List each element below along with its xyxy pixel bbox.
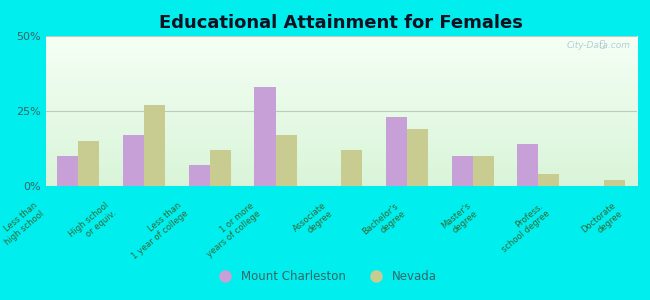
Text: ⓘ: ⓘ: [599, 40, 605, 50]
Bar: [517, 144, 538, 186]
Bar: [57, 156, 79, 186]
Bar: [386, 117, 407, 186]
Text: Less than
1 year of college: Less than 1 year of college: [124, 201, 190, 261]
Bar: [341, 150, 362, 186]
Bar: [210, 150, 231, 186]
Bar: [144, 105, 165, 186]
Bar: [407, 129, 428, 186]
Title: Educational Attainment for Females: Educational Attainment for Females: [159, 14, 523, 32]
Bar: [188, 165, 210, 186]
Text: Bachelor's
degree: Bachelor's degree: [361, 201, 407, 244]
Text: Master's
degree: Master's degree: [440, 201, 480, 238]
Text: City-Data.com: City-Data.com: [567, 40, 631, 50]
Bar: [538, 174, 560, 186]
Bar: [123, 135, 144, 186]
Legend: Mount Charleston, Nevada: Mount Charleston, Nevada: [208, 266, 442, 288]
Text: High school
or equiv.: High school or equiv.: [68, 201, 118, 247]
Text: Associate
degree: Associate degree: [291, 201, 335, 242]
Bar: [276, 135, 296, 186]
Bar: [452, 156, 473, 186]
Bar: [255, 87, 276, 186]
Bar: [473, 156, 494, 186]
Bar: [79, 141, 99, 186]
Text: 1 or more
years of college: 1 or more years of college: [199, 201, 263, 259]
Bar: [604, 180, 625, 186]
Text: Profess.
school degree: Profess. school degree: [493, 201, 552, 254]
Text: Less than
high school: Less than high school: [0, 201, 46, 247]
Text: Doctorate
degree: Doctorate degree: [580, 201, 624, 243]
